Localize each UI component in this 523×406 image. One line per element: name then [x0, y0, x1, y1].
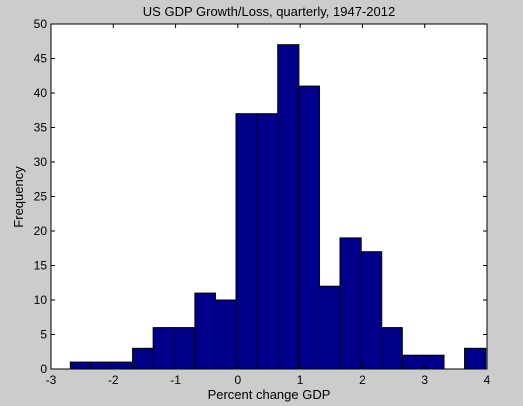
histogram-bar-5 — [173, 327, 196, 370]
x-axis: -3 -2 -1 0 1 2 3 4 — [46, 24, 491, 387]
histogram-bar-0 — [69, 361, 92, 370]
x-tick-label-0: -3 — [46, 373, 57, 387]
histogram-bar-14 — [360, 251, 383, 370]
x-tick-label-2: -1 — [170, 373, 181, 387]
y-axis-label: Frequency — [11, 166, 26, 228]
histogram-bar-8 — [235, 113, 258, 370]
x-tick-label-7: 4 — [484, 373, 491, 387]
histogram-bar-12 — [318, 285, 341, 370]
y-tick-label-3: 15 — [34, 259, 48, 273]
histogram-bar-9 — [256, 113, 279, 370]
histogram-bar-16 — [401, 354, 424, 370]
y-tick-label-4: 20 — [34, 224, 48, 238]
histogram-bar-19 — [464, 347, 487, 370]
histogram-bar-13 — [339, 237, 362, 370]
x-axis-label: Percent change GDP — [208, 387, 331, 402]
histogram-bar-2 — [110, 361, 134, 370]
x-tick-label-6: 3 — [421, 373, 428, 387]
histogram-bar-11 — [298, 85, 320, 370]
y-tick-label-1: 5 — [40, 328, 47, 342]
x-tick-label-5: 2 — [359, 373, 366, 387]
y-tick-label-8: 40 — [34, 86, 48, 100]
y-tick-label-10: 50 — [34, 17, 48, 31]
y-axis: 0 5 10 15 20 25 30 35 40 45 50 — [34, 17, 487, 376]
histogram-bar-6 — [194, 292, 216, 370]
y-tick-label-0: 0 — [40, 362, 47, 376]
y-tick-label-7: 35 — [34, 121, 48, 135]
y-tick-label-9: 45 — [34, 52, 48, 66]
y-tick-label-6: 30 — [34, 155, 48, 169]
x-tick-label-4: 1 — [297, 373, 304, 387]
histogram-bar-17 — [422, 354, 445, 370]
histogram-bar-1 — [90, 361, 112, 370]
x-tick-label-3: 0 — [235, 373, 242, 387]
chart-title: US GDP Growth/Loss, quarterly, 1947-2012 — [143, 4, 395, 19]
histogram-bar-7 — [214, 299, 237, 370]
y-tick-label-2: 10 — [34, 293, 48, 307]
histogram-bar-15 — [381, 327, 403, 370]
histogram-bar-4 — [152, 327, 175, 370]
histogram-bar-10 — [277, 44, 300, 370]
x-tick-label-1: -2 — [108, 373, 119, 387]
histogram-bar-3 — [132, 347, 154, 370]
y-tick-label-5: 25 — [34, 190, 48, 204]
